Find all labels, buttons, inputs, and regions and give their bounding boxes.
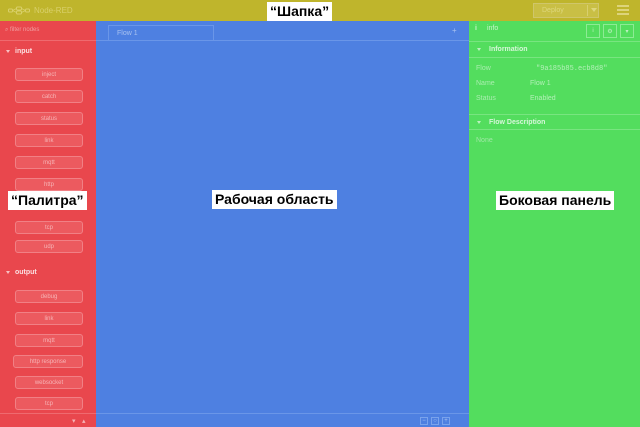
palette-node-link-in[interactable]: link xyxy=(15,134,83,147)
tab-flow-1[interactable]: Flow 1 xyxy=(108,25,214,41)
palette-category-input[interactable]: input xyxy=(0,44,96,58)
section-label: Information xyxy=(489,46,528,53)
chevron-down-icon xyxy=(477,48,481,51)
section-label: Flow Description xyxy=(489,118,546,126)
node-red-logo-icon xyxy=(8,6,30,15)
tab-label: Flow 1 xyxy=(117,30,138,37)
info-icon: i xyxy=(475,25,477,32)
node-label: mqtt xyxy=(43,159,55,166)
collapse-all-icon[interactable]: ▾ xyxy=(72,418,76,425)
node-label: http xyxy=(43,181,54,188)
palette-node-catch[interactable]: catch xyxy=(15,90,83,103)
palette-node-udp-in[interactable]: udp xyxy=(15,240,83,253)
palette-node-status[interactable]: status xyxy=(15,112,83,125)
app-title: Node-RED xyxy=(34,6,73,15)
palette-node-tcp-in[interactable]: tcp xyxy=(15,221,83,234)
palette-node-inject[interactable]: inject xyxy=(15,68,83,81)
sidebar-panel: i info i ⚙ ▾ Information Flow "9a185b85.… xyxy=(469,21,640,427)
palette-node-mqtt-in[interactable]: mqtt xyxy=(15,156,83,169)
deploy-separator xyxy=(587,5,588,16)
node-label: http response xyxy=(29,358,67,365)
label-header: “Шапка” xyxy=(267,2,333,21)
palette-node-debug[interactable]: debug xyxy=(15,290,83,303)
label-palette: “Палитра” xyxy=(8,191,87,210)
property-key: Status xyxy=(476,95,496,102)
node-label: tcp xyxy=(44,224,53,231)
node-label: udp xyxy=(43,243,54,250)
node-label: websocket xyxy=(34,379,64,386)
palette-panel: ⌕ filter nodes input inject catch status… xyxy=(0,21,96,427)
chevron-down-icon xyxy=(6,49,10,53)
section-information[interactable]: Information xyxy=(469,42,640,58)
expand-all-icon[interactable]: ▴ xyxy=(82,418,86,425)
workspace-tabbar: Flow 1 + xyxy=(96,21,469,41)
tab-label: info xyxy=(486,25,499,32)
zoom-out-button[interactable]: − xyxy=(420,417,428,425)
node-label: link xyxy=(44,315,54,322)
app-logo: Node-RED xyxy=(8,6,73,15)
node-label: status xyxy=(40,115,57,122)
chevron-down-icon xyxy=(477,120,481,124)
deploy-label: Deploy xyxy=(542,7,564,14)
deploy-button[interactable]: Deploy xyxy=(533,3,599,18)
search-icon: ⌕ xyxy=(5,27,11,33)
palette-node-websocket-out[interactable]: websocket xyxy=(15,376,83,389)
palette-node-tcp-out[interactable]: tcp xyxy=(15,397,83,410)
property-value: Flow 1 xyxy=(530,80,551,87)
node-label: catch xyxy=(41,93,57,100)
category-label: input xyxy=(15,47,33,55)
search-placeholder: filter nodes xyxy=(10,27,40,33)
palette-footer: ▾ ▴ xyxy=(0,413,96,427)
chevron-down-icon[interactable]: ▾ xyxy=(620,24,634,38)
palette-search-input[interactable]: ⌕ filter nodes xyxy=(0,21,96,41)
property-value: Enabled xyxy=(530,95,556,102)
palette-node-link-out[interactable]: link xyxy=(15,312,83,325)
property-key: Name xyxy=(476,80,495,87)
palette-node-http-in[interactable]: http xyxy=(15,178,83,191)
zoom-reset-button[interactable]: ○ xyxy=(431,417,439,425)
node-label: debug xyxy=(40,293,58,300)
hamburger-menu-icon[interactable] xyxy=(617,5,629,15)
palette-node-mqtt-out[interactable]: mqtt xyxy=(15,334,83,347)
label-sidebar: Боковая панель xyxy=(496,191,615,210)
sidebar-tabbar: i info i ⚙ ▾ xyxy=(469,21,640,42)
workspace-canvas[interactable]: Flow 1 + − ○ + xyxy=(96,21,469,427)
flow-description-value: None xyxy=(476,137,493,144)
info-icon[interactable]: i xyxy=(586,24,600,38)
workspace-footer: − ○ + xyxy=(96,413,469,427)
caret-down-icon[interactable] xyxy=(591,8,597,12)
zoom-in-button[interactable]: + xyxy=(442,417,450,425)
label-workspace: Рабочая область xyxy=(212,190,337,209)
node-label: mqtt xyxy=(43,337,55,344)
property-value: "9a185b85.ecb8d8" xyxy=(536,65,608,73)
node-label: inject xyxy=(41,71,56,78)
node-label: link xyxy=(44,137,54,144)
section-flow-description[interactable]: Flow Description xyxy=(469,114,640,130)
chevron-down-icon xyxy=(6,270,10,274)
tab-info[interactable]: i info xyxy=(475,25,498,32)
gear-icon[interactable]: ⚙ xyxy=(603,24,617,38)
node-label: tcp xyxy=(44,400,53,407)
palette-category-output[interactable]: output xyxy=(0,265,96,279)
plus-icon[interactable]: + xyxy=(452,26,457,35)
category-label: output xyxy=(15,268,37,276)
property-key: Flow xyxy=(476,65,491,72)
palette-node-http-response[interactable]: http response xyxy=(13,355,83,368)
